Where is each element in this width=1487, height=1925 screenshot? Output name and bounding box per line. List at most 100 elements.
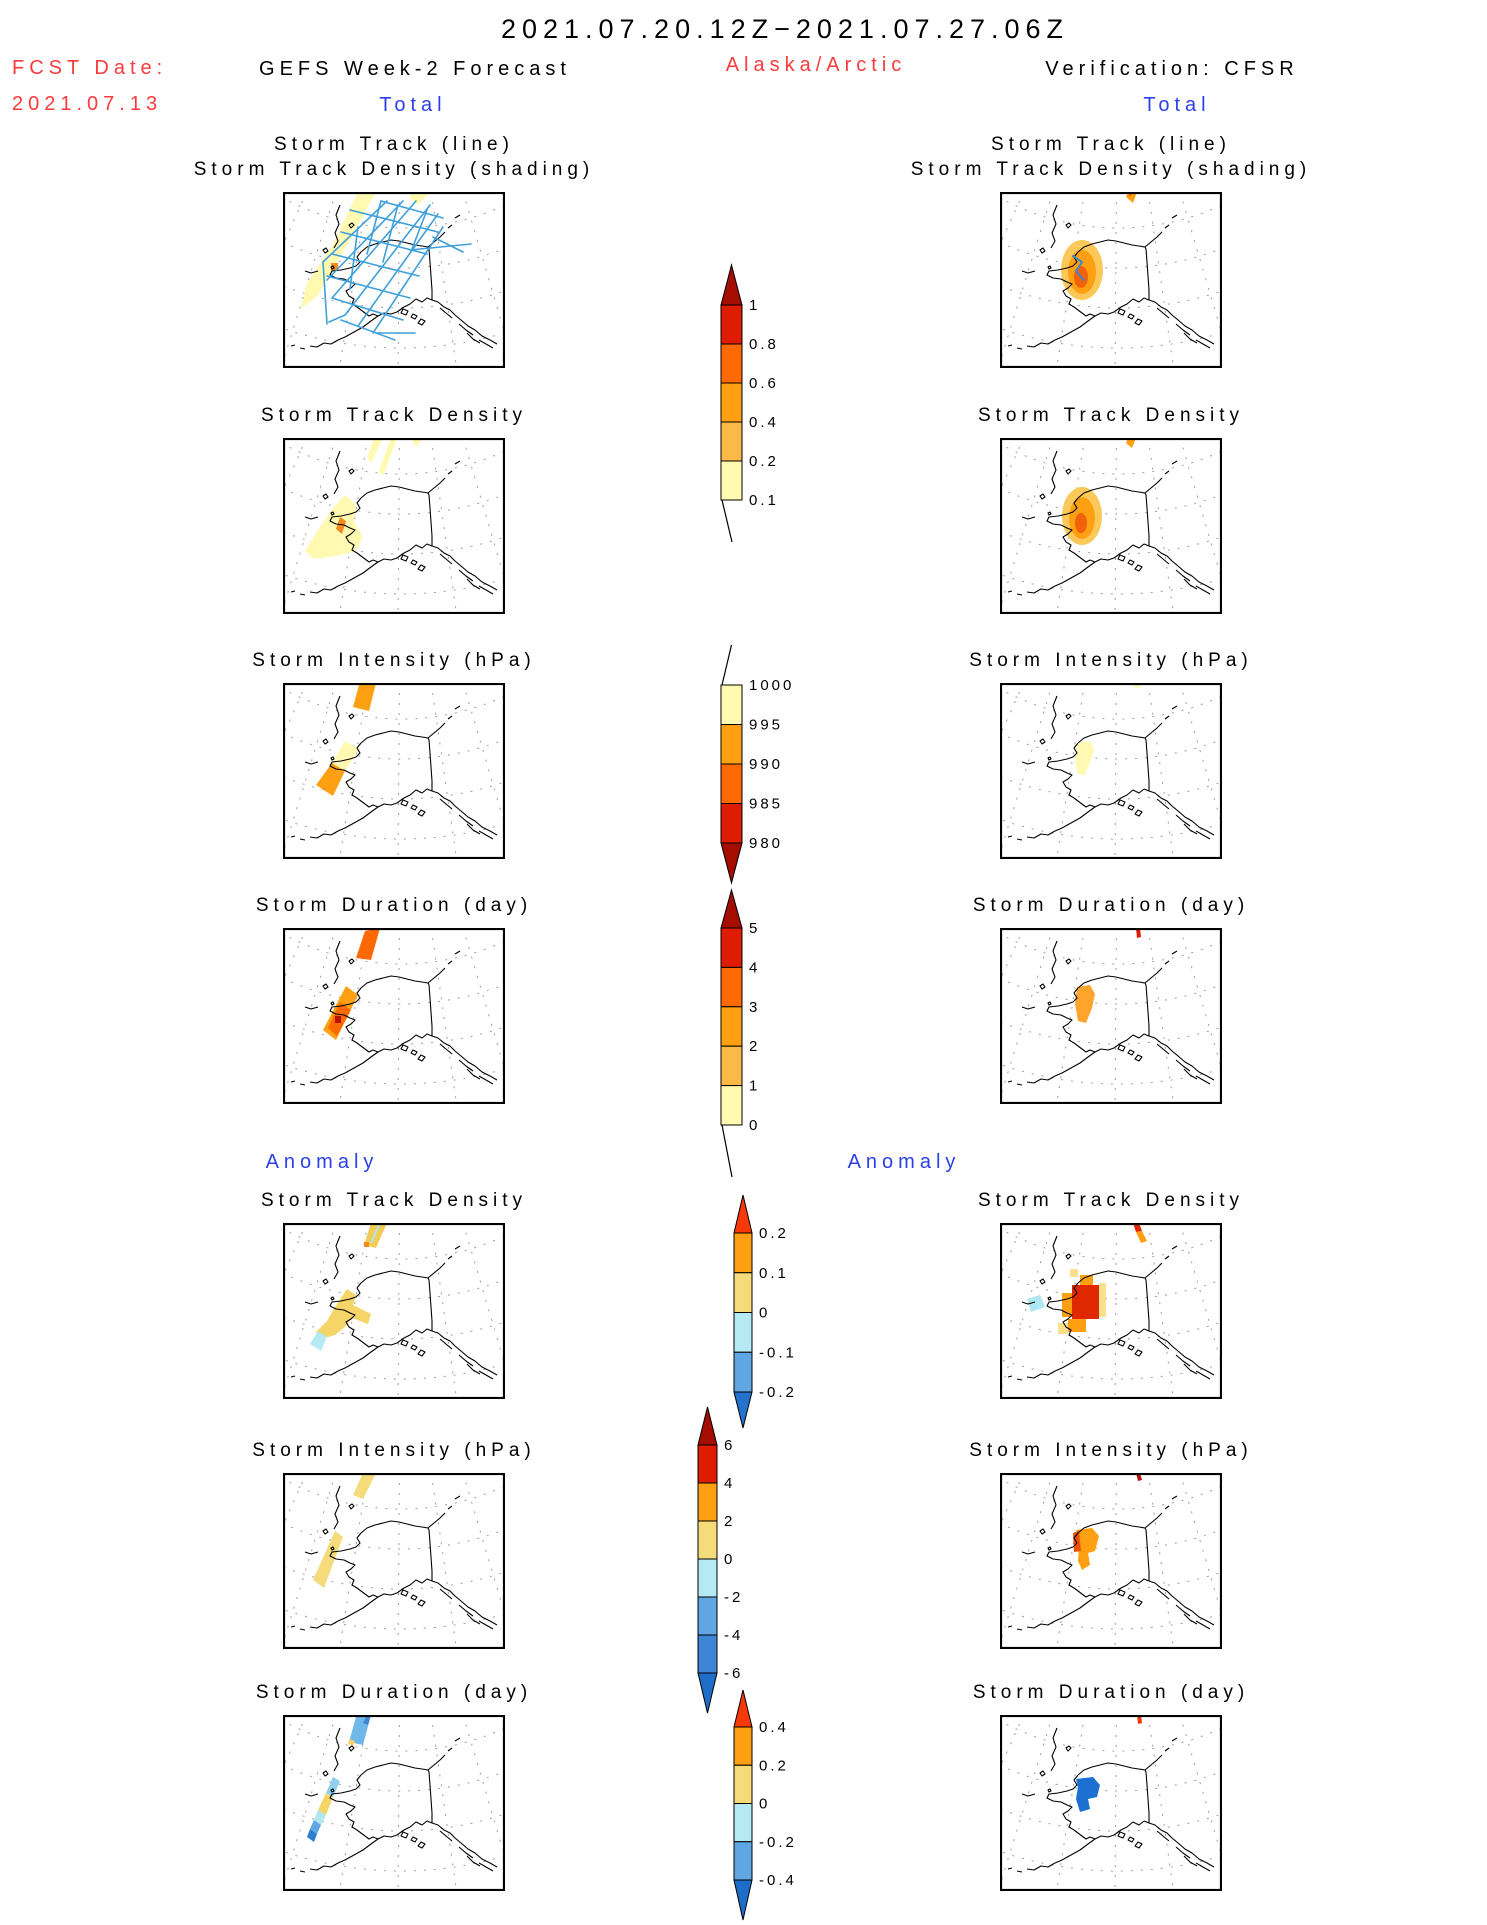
section-total-left: Total: [379, 94, 447, 116]
verif-duration-map: [1000, 928, 1222, 1104]
colorbar-duration-anomaly-label-2: 0: [759, 1796, 770, 1813]
colorbar-intensity-anomaly-label-5: -4: [724, 1627, 743, 1644]
verif-intensity-anom-map: [1000, 1473, 1222, 1649]
region-label: Alaska/Arctic: [725, 54, 907, 76]
alaska-coastline: [290, 1727, 498, 1873]
graticule-grid: [1000, 1223, 1222, 1399]
verif-intensity-anom-title-line1: Storm Intensity (hPa): [969, 1440, 1253, 1461]
fcst-track-density-title-line1: Storm Track Density: [260, 405, 528, 426]
verif-intensity-title-line1: Storm Intensity (hPa): [969, 650, 1253, 671]
section-total-right: Total: [1143, 94, 1211, 116]
verif-track-density-map: [1000, 438, 1222, 614]
colorbar-intensity-anomaly-label-4: -2: [724, 1589, 743, 1606]
graticule-grid: [1000, 192, 1222, 368]
graticule-grid: [283, 683, 505, 859]
verif-intensity-map: [1000, 683, 1222, 859]
colorbar-duration-anomaly-label-0: 0.4: [759, 1719, 789, 1736]
fcst-intensity-anom-title-line1: Storm Intensity (hPa): [252, 1440, 536, 1461]
fcst-track-density-anom-map: [283, 1223, 505, 1399]
colorbar-duration-total-label-1: 4: [749, 959, 760, 976]
fcst-track-line-storm-tracks: [322, 200, 472, 341]
fcst-duration-map: [283, 928, 505, 1104]
colorbar-intensity-anomaly-label-3: 0: [724, 1551, 735, 1568]
fcst-intensity-map: [283, 683, 505, 859]
graticule-grid: [283, 1223, 505, 1399]
verif-track-line-storm-tracks: [1072, 255, 1085, 281]
verif-track-density-title-line1: Storm Track Density: [977, 405, 1245, 426]
graticule-grid: [1000, 438, 1222, 614]
colorbar-duration-total-label-4: 1: [749, 1078, 760, 1095]
colorbar-track-density-anomaly-label-3: -0.1: [759, 1344, 797, 1361]
graticule-grid: [1000, 928, 1222, 1104]
alaska-coastline: [1007, 1727, 1215, 1873]
verif-track-line-title-line1: Storm Track (line): [991, 134, 1231, 155]
colorbar-intensity-total-label-0: 1000: [749, 677, 794, 694]
colorbar-intensity-anomaly-label-0: 6: [724, 1437, 735, 1454]
fcst-track-line-title-line1: Storm Track (line): [274, 134, 514, 155]
colorbar-duration-total: 5 4 3 2 1 0: [720, 888, 760, 1178]
colorbar-duration-anomaly-label-1: 0.2: [759, 1757, 789, 1774]
colorbar-duration-anomaly-label-4: -0.4: [759, 1872, 797, 1889]
alaska-coastline: [290, 695, 498, 841]
colorbar-intensity-total-label-2: 990: [749, 756, 783, 773]
alaska-coastline: [290, 940, 498, 1086]
fcst-duration-title-line1: Storm Duration (day): [255, 895, 533, 916]
colorbar-track-density-anomaly-label-1: 0.1: [759, 1265, 789, 1282]
colorbar-intensity-anomaly-label-1: 4: [724, 1475, 735, 1492]
colorbar-intensity-anomaly-label-6: -6: [724, 1665, 743, 1682]
alaska-coastline: [290, 1235, 498, 1381]
colorbar-intensity-total: 1000 995 990 985 980: [720, 644, 794, 885]
alaska-coastline: [1007, 1235, 1215, 1381]
alaska-coastline: [1007, 1485, 1215, 1631]
fcst-intensity-title-line1: Storm Intensity (hPa): [252, 650, 536, 671]
colorbar-duration-anomaly-label-3: -0.2: [759, 1834, 797, 1851]
alaska-coastline: [1007, 204, 1215, 350]
colorbar-intensity-anomaly-label-2: 2: [724, 1513, 735, 1530]
verif-track-line-map: [1000, 192, 1222, 368]
colorbar-duration-total-label-3: 2: [749, 1038, 760, 1055]
verification-label: Verification: CFSR: [1045, 58, 1299, 80]
colorbar-track-density-total-label-0: 1: [749, 297, 760, 314]
colorbar-intensity-total-label-1: 995: [749, 717, 783, 734]
verif-track-density-anom-map: [1000, 1223, 1222, 1399]
graticule-grid: [283, 1715, 505, 1891]
colorbar-track-density-total: 1 0.8 0.6 0.4 0.2 0.1: [720, 263, 779, 543]
colorbar-track-density-total-label-3: 0.4: [749, 414, 779, 431]
alaska-coastline: [1007, 695, 1215, 841]
graticule-grid: [1000, 1473, 1222, 1649]
verif-duration-title-line1: Storm Duration (day): [972, 895, 1250, 916]
colorbar-duration-total-label-5: 0: [749, 1117, 760, 1134]
colorbar-track-density-anomaly-label-0: 0.2: [759, 1225, 789, 1242]
colorbar-duration-anomaly: 0.4 0.2 0 -0.2 -0.4: [733, 1689, 797, 1921]
fcst-track-line-map: [283, 192, 505, 368]
colorbar-track-density-total-label-4: 0.2: [749, 453, 779, 470]
colorbar-track-density-anomaly: 0.2 0.1 0 -0.1 -0.2: [733, 1194, 797, 1429]
colorbar-track-density-total-label-5: 0.1: [749, 492, 779, 509]
fcst-track-density-map: [283, 438, 505, 614]
verif-track-density-anom-title-line1: Storm Track Density: [977, 1190, 1245, 1211]
colorbar-intensity-total-label-3: 985: [749, 796, 783, 813]
verif-track-line-title-line2: Storm Track Density (shading): [910, 159, 1312, 180]
graticule-grid: [283, 1473, 505, 1649]
colorbar-duration-total-label-2: 3: [749, 999, 760, 1016]
fcst-intensity-anom-map: [283, 1473, 505, 1649]
alaska-coastline: [290, 1485, 498, 1631]
fcst-track-density-anom-title-line1: Storm Track Density: [260, 1190, 528, 1211]
alaska-coastline: [1007, 940, 1215, 1086]
section-anomaly-right: Anomaly: [847, 1151, 961, 1173]
colorbar-track-density-total-label-1: 0.8: [749, 336, 779, 353]
verif-duration-anom-map: [1000, 1715, 1222, 1891]
colorbar-track-density-anomaly-label-2: 0: [759, 1305, 770, 1322]
colorbar-track-density-anomaly-label-4: -0.2: [759, 1384, 797, 1401]
colorbar-duration-total-label-0: 5: [749, 920, 760, 937]
fcst-date-value: 2021.07.13: [12, 93, 163, 115]
graticule-grid: [1000, 683, 1222, 859]
verif-duration-anom-title-line1: Storm Duration (day): [972, 1682, 1250, 1703]
section-anomaly-left: Anomaly: [265, 1151, 379, 1173]
model-label: GEFS Week-2 Forecast: [259, 58, 571, 80]
graticule-grid: [1000, 1715, 1222, 1891]
fcst-duration-anom-title-line1: Storm Duration (day): [255, 1682, 533, 1703]
colorbar-intensity-total-label-4: 980: [749, 835, 783, 852]
fcst-track-line-title-line2: Storm Track Density (shading): [193, 159, 595, 180]
graticule-grid: [283, 928, 505, 1104]
